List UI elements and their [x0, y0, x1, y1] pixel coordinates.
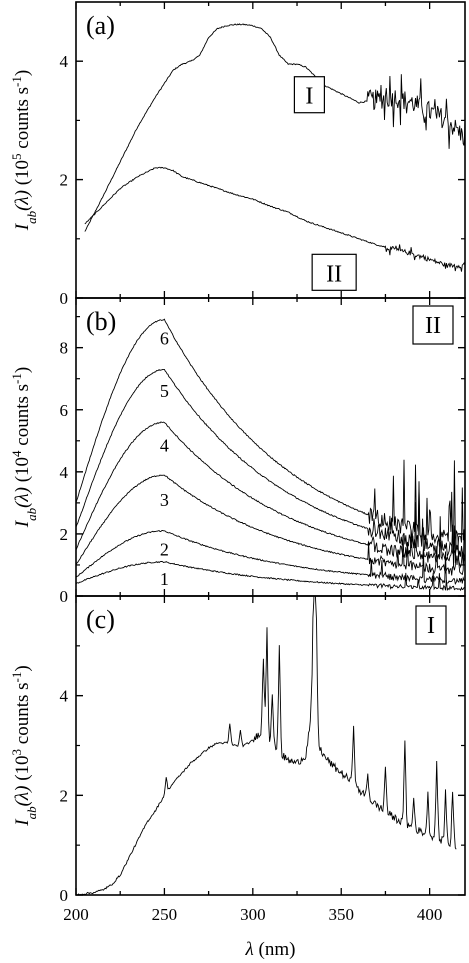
panel-box-label-frame — [412, 305, 454, 345]
y-axis-title-part: 3 — [9, 749, 24, 756]
panel-label: (a) — [86, 11, 115, 40]
x-tick-label: 200 — [63, 905, 89, 924]
x-tick-label: 400 — [417, 905, 443, 924]
y-axis-title-part: (λ) — [12, 487, 33, 508]
series-label-box — [311, 253, 357, 291]
x-tick-label: 350 — [328, 905, 354, 924]
plot-frame — [75, 595, 466, 896]
x-tick-label: 300 — [240, 905, 266, 924]
y-axis-title: Iab(λ) (104 counts s-1) — [9, 367, 39, 528]
y-axis-title-part: -1 — [9, 76, 24, 87]
y-tick-label: 6 — [60, 401, 69, 420]
y-tick-label: 0 — [60, 289, 69, 308]
series-line-6 — [76, 318, 465, 551]
series-line-I — [76, 596, 457, 895]
panel-box-label-frame — [415, 605, 447, 645]
y-tick-label: 8 — [60, 339, 69, 358]
panel-label: (b) — [86, 307, 116, 336]
y-tick-label: 2 — [60, 171, 69, 190]
y-axis-title-part: (10 — [12, 457, 33, 487]
y-axis-title-part: ab — [24, 806, 39, 820]
series-label-box — [293, 76, 325, 114]
y-axis-title-part: ab — [24, 210, 39, 224]
panel-label: (c) — [86, 605, 115, 634]
y-axis-title-part: counts s — [12, 384, 33, 451]
y-tick-label: 4 — [60, 52, 69, 71]
y-axis-title-part: ) — [12, 665, 33, 671]
curve-label: 4 — [160, 435, 169, 455]
y-axis-title-part: 5 — [9, 153, 24, 160]
y-axis-title-part: counts s — [12, 87, 33, 154]
y-axis-title-part: I — [12, 519, 33, 528]
y-axis-title-part: (10 — [12, 755, 33, 785]
x-axis-title: λ (nm) — [245, 939, 296, 960]
y-tick-label: 4 — [60, 687, 69, 706]
series-line-3 — [76, 474, 465, 576]
y-axis-title-part: 4 — [9, 450, 24, 457]
curve-label: 1 — [160, 569, 169, 589]
y-axis-title: Iab(λ) (105 counts s-1) — [9, 70, 39, 231]
panel-a: 024(a)Iab(λ) (105 counts s-1)III — [9, 1, 466, 308]
y-axis-title-part: -1 — [9, 672, 24, 683]
y-tick-label: 0 — [60, 886, 69, 905]
plot-frame — [75, 297, 466, 597]
x-axis-title-symbol: λ — [245, 939, 254, 960]
series-line-1 — [76, 560, 465, 592]
series-line-5 — [76, 368, 465, 559]
y-axis-title: Iab(λ) (103 counts s-1) — [9, 665, 39, 826]
curve-label: 5 — [160, 381, 169, 401]
panel-box-label: II — [425, 313, 441, 339]
series-line-2 — [76, 530, 465, 586]
series-label: I — [305, 84, 313, 110]
y-axis-title-part: counts s — [12, 682, 33, 749]
series-line-I — [84, 23, 465, 232]
y-axis-title-part: ) — [12, 70, 33, 76]
panel-box-label: I — [427, 613, 435, 639]
y-tick-label: 2 — [60, 525, 69, 544]
y-tick-label: 2 — [60, 786, 69, 805]
y-axis-title-part: ab — [24, 507, 39, 521]
series-line-II — [84, 166, 465, 272]
x-axis-title-unit: (nm) — [254, 939, 296, 960]
y-tick-label: 0 — [60, 587, 69, 606]
y-axis-title-part: I — [12, 818, 33, 827]
y-axis-title-part: (10 — [12, 160, 33, 190]
series-line-4 — [76, 421, 465, 569]
curve-label: 3 — [160, 490, 169, 510]
y-axis-title-part: (λ) — [12, 786, 33, 807]
y-axis-title-part: ) — [12, 367, 33, 373]
y-tick-label: 4 — [60, 463, 69, 482]
x-tick-label: 250 — [152, 905, 178, 924]
curve-label: 6 — [160, 328, 169, 348]
y-axis-title-part: (λ) — [12, 190, 33, 211]
y-axis-title-part: I — [12, 222, 33, 231]
series-label: II — [326, 261, 342, 287]
y-axis-title-part: -1 — [9, 373, 24, 384]
curve-label: 2 — [160, 539, 169, 559]
